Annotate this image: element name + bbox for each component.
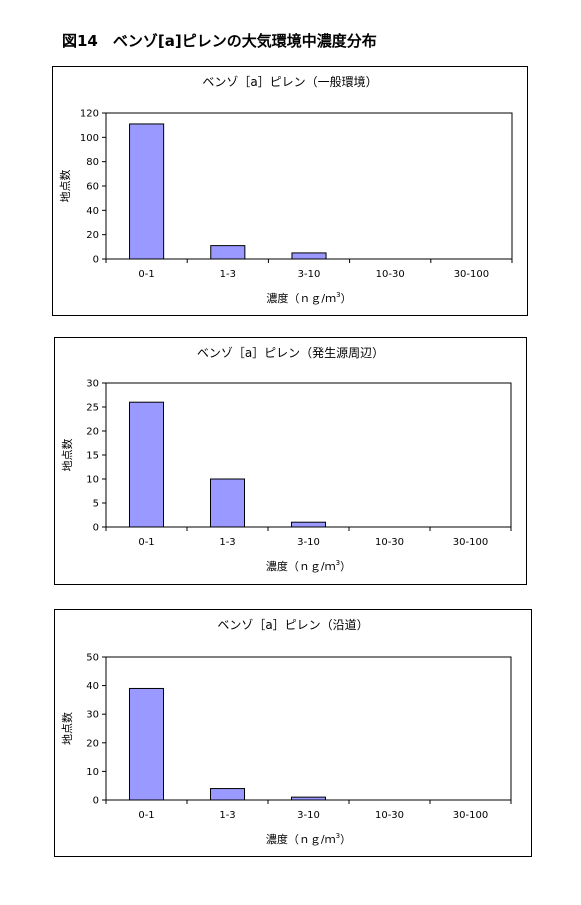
chart-title: ベンゾ［a］ピレン（沿道） [217, 618, 368, 632]
x-axis-label: 濃度（ｎｇ/ｍ3） [266, 559, 351, 573]
x-tick-label: 10-30 [375, 810, 404, 821]
x-axis-label-text: 濃度（ｎｇ/ｍ [266, 291, 336, 305]
x-tick-label: 3-10 [297, 537, 320, 548]
x-tick-label: 0-1 [138, 537, 154, 548]
bar-1-3 [209, 478, 246, 528]
x-axis-label: 濃度（ｎｇ/ｍ3） [266, 291, 351, 305]
y-tick-label: 40 [86, 681, 99, 692]
y-tick-label: 25 [86, 403, 99, 414]
y-tick-label: 30 [86, 710, 99, 721]
bar-3-10 [290, 796, 327, 801]
y-tick-label: 40 [86, 206, 99, 217]
y-tick-label: 0 [93, 255, 99, 266]
x-axis-label-superscript: 3 [336, 291, 340, 299]
x-tick-label: 10-30 [376, 269, 405, 280]
bar-0-1 [128, 401, 165, 528]
y-tick-label: 20 [86, 427, 99, 438]
y-tick-label: 15 [86, 451, 99, 462]
chart-svg-source-vicinity: ベンゾ［a］ピレン（発生源周辺） 0 5 10 15 20 25 30 0-1 1-3 3-10 10… [61, 346, 512, 573]
y-tick-label: 10 [86, 767, 99, 778]
y-tick-label: 10 [86, 475, 99, 486]
y-tick-label: 100 [80, 133, 99, 144]
y-tick-label: 120 [80, 109, 99, 120]
bar-0-1 [129, 123, 165, 260]
x-axis-label-close: ） [340, 560, 351, 573]
y-tick-label: 60 [86, 182, 99, 193]
bar-1-3 [210, 245, 246, 260]
bar-1-3 [209, 788, 246, 801]
x-tick-label: 1-3 [219, 810, 235, 821]
y-tick-label: 50 [86, 653, 99, 664]
x-axis-label-text: 濃度（ｎｇ/ｍ [266, 559, 336, 573]
chart-svg-roadside: ベンゾ［a］ピレン（沿道） 0 10 20 30 40 50 0-1 1-3 3-10 10-30 3… [61, 618, 512, 846]
x-tick-label: 0-1 [138, 269, 154, 280]
y-tick-label: 80 [86, 157, 99, 168]
x-tick-label: 3-10 [298, 269, 321, 280]
figure-title: 図14 ベンゾ[a]ピレンの大気環境中濃度分布 [62, 32, 377, 50]
x-tick-label: 10-30 [375, 537, 404, 548]
plot-area [105, 382, 512, 528]
plot-area [105, 656, 512, 801]
y-tick-label: 5 [93, 499, 99, 510]
bar-0-1 [128, 687, 165, 801]
x-tick-label: 1-3 [220, 269, 236, 280]
x-tick-label: 30-100 [453, 537, 488, 548]
x-tick-label: 1-3 [219, 537, 235, 548]
chart-title: ベンゾ［a］ピレン（発生源周辺） [197, 346, 384, 360]
x-tick-label: 30-100 [453, 810, 488, 821]
y-tick-label: 20 [86, 738, 99, 749]
y-tick-label: 30 [86, 379, 99, 390]
chart-panel-source-vicinity: ベンゾ［a］ピレン（発生源周辺） 0 5 10 15 20 25 30 0-1 1-3 3-10 10… [54, 337, 527, 585]
y-tick-label: 0 [93, 523, 99, 534]
y-axis-label: 地点数 [61, 712, 74, 745]
chart-svg-general: ベンゾ［a］ピレン（一般環境） 0 20 40 60 80 100 120 0-1 1-3 3-10… [59, 74, 513, 305]
x-axis-label-superscript: 3 [336, 559, 340, 567]
bar-3-10 [290, 521, 327, 528]
x-tick-label: 30-100 [454, 269, 489, 280]
x-axis-label-close: ） [341, 292, 352, 305]
bar-3-10 [291, 252, 327, 260]
x-axis-label-close: ） [340, 833, 351, 846]
plot-area [105, 112, 513, 260]
y-tick-label: 0 [93, 796, 99, 807]
chart-panel-roadside: ベンゾ［a］ピレン（沿道） 0 10 20 30 40 50 0-1 1-3 3-10 10-30 3… [54, 609, 532, 857]
chart-panel-general: ベンゾ［a］ピレン（一般環境） 0 20 40 60 80 100 120 0-1 1-3 3-10… [52, 66, 528, 316]
x-tick-label: 0-1 [138, 810, 154, 821]
x-tick-label: 3-10 [297, 810, 320, 821]
chart-title: ベンゾ［a］ピレン（一般環境） [202, 74, 377, 89]
y-tick-label: 20 [86, 230, 99, 241]
y-axis-label: 地点数 [61, 439, 74, 472]
x-axis-label-superscript: 3 [336, 832, 340, 840]
x-axis-label-text: 濃度（ｎｇ/ｍ [266, 832, 336, 846]
y-axis-label: 地点数 [59, 170, 72, 203]
x-axis-label: 濃度（ｎｇ/ｍ3） [266, 832, 351, 846]
